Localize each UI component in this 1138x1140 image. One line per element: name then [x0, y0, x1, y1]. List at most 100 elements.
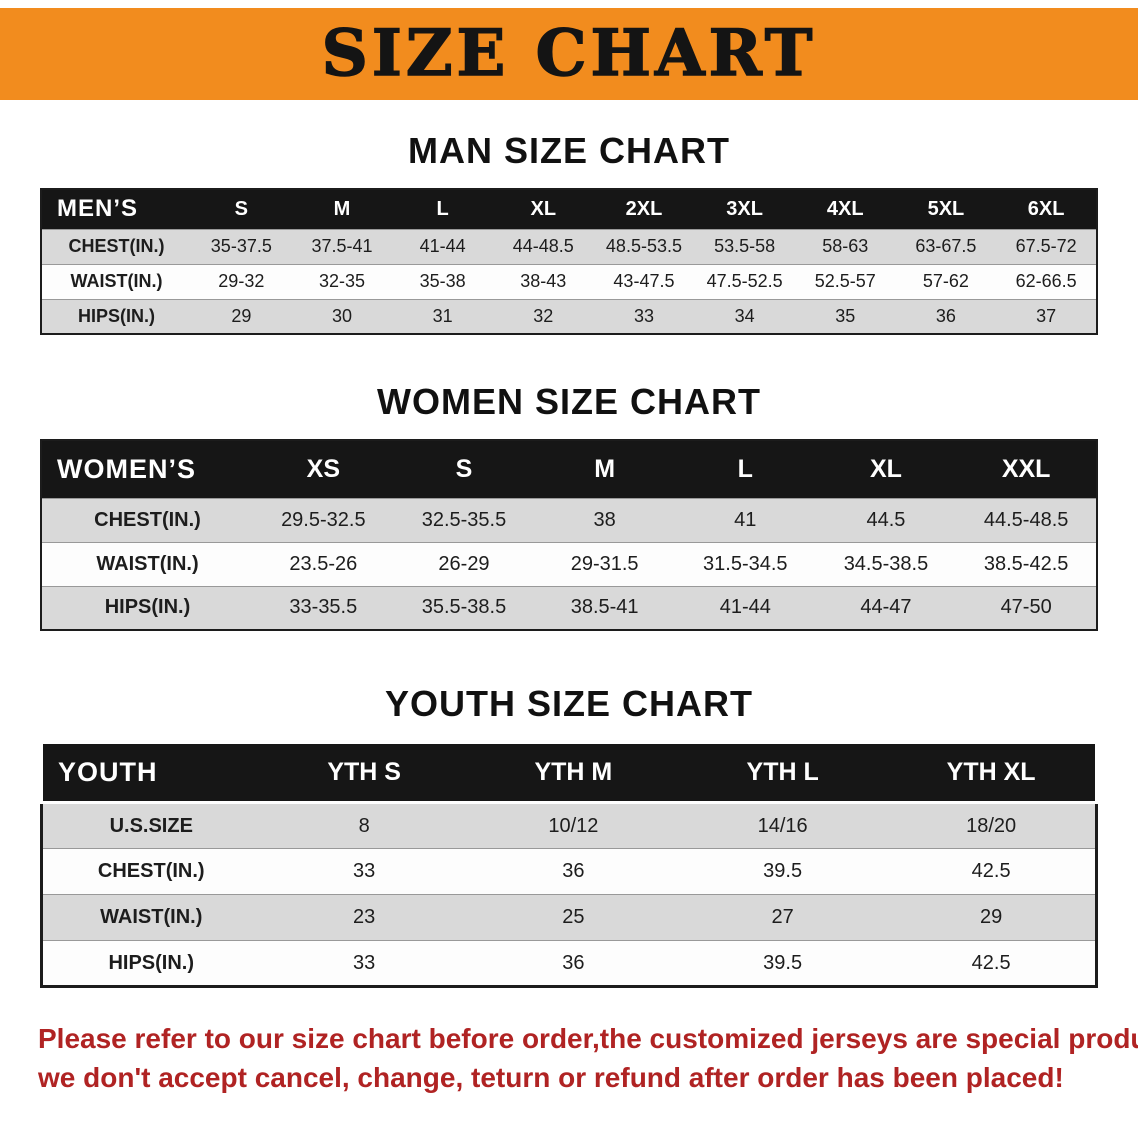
measurement-row-label: WAIST(IN.) [41, 263, 191, 299]
size-value: 29 [191, 298, 292, 334]
men-size-chart-section: MAN SIZE CHART MEN’S S M L XL 2XL 3XL 4XL 5XL 6XL… [0, 130, 1138, 335]
size-value: 38 [534, 497, 675, 542]
measurement-row-label: CHEST(IN.) [41, 228, 191, 264]
size-value: 44.5 [815, 497, 957, 542]
measurement-row-label: CHEST(IN.) [41, 848, 260, 895]
size-column-header: 6XL [996, 189, 1097, 229]
size-column-header: YTH L [678, 741, 888, 804]
measurement-row: CHEST(IN.) 35-37.5 37.5-41 41-44 44-48.5 48.5… [41, 228, 1097, 264]
size-value: 33-35.5 [253, 585, 394, 630]
table-corner-label: WOMEN’S [41, 440, 253, 498]
size-value: 53.5-58 [694, 228, 795, 264]
size-value: 33 [259, 848, 469, 895]
size-table: YOUTH YTH S YTH M YTH L YTH XL U.S.SIZE 8 10/12… [40, 741, 1099, 988]
size-value: 30 [291, 298, 393, 334]
size-value: 39.5 [678, 940, 888, 987]
order-notice: Please refer to our size chart before or… [38, 1020, 1138, 1097]
size-value: 26-29 [393, 541, 535, 586]
measurement-row-label: HIPS(IN.) [41, 585, 253, 630]
size-value: 32-35 [291, 263, 393, 299]
size-table: WOMEN’S XS S M L XL XXL CHEST(IN.) 29.5-32.5 32.5… [40, 439, 1098, 631]
table-corner-label: YOUTH [40, 741, 260, 804]
size-column-header: YTH XL [887, 741, 1099, 804]
size-value: 44-48.5 [492, 228, 594, 264]
size-value: 27 [678, 894, 888, 941]
size-column-header: YTH S [259, 741, 469, 804]
size-column-header: M [534, 440, 675, 498]
size-value: 38.5-42.5 [956, 541, 1097, 586]
size-column-header: 5XL [895, 189, 997, 229]
men-section-heading: MAN SIZE CHART [408, 130, 730, 171]
measurement-row: CHEST(IN.) 29.5-32.5 32.5-35.5 38 41 44.5 44.5… [41, 497, 1097, 542]
size-value: 29-31.5 [534, 541, 675, 586]
youth-size-table-container: YOUTH YTH S YTH M YTH L YTH XL U.S.SIZE 8 10/12… [40, 741, 1099, 988]
size-column-header: XL [492, 189, 594, 229]
size-header-row: MEN’S S M L XL 2XL 3XL 4XL 5XL 6XL [41, 189, 1097, 229]
size-value: 33 [259, 940, 469, 987]
size-value: 36 [895, 298, 997, 334]
size-value: 52.5-57 [794, 263, 896, 299]
order-notice-line-1: Please refer to our size chart before or… [38, 1023, 1138, 1054]
size-value: 35-38 [392, 263, 493, 299]
measurement-row: WAIST(IN.) 23.5-26 26-29 29-31.5 31.5-34.5 34… [41, 541, 1097, 586]
women-section-heading: WOMEN SIZE CHART [377, 381, 761, 422]
size-value: 23 [259, 894, 469, 941]
size-header-row: YOUTH YTH S YTH M YTH L YTH XL [40, 741, 1099, 804]
size-column-header: XXL [956, 440, 1097, 498]
measurement-row: CHEST(IN.) 33 36 39.5 42.5 [41, 848, 1097, 895]
size-value: 41-44 [674, 585, 816, 630]
size-column-header: S [191, 189, 292, 229]
measurement-row-label: HIPS(IN.) [41, 298, 191, 334]
size-value: 34 [694, 298, 795, 334]
size-value: 44.5-48.5 [956, 497, 1097, 542]
size-value: 43-47.5 [593, 263, 695, 299]
size-value: 35.5-38.5 [393, 585, 535, 630]
size-value: 10/12 [468, 802, 678, 849]
size-column-header: L [392, 189, 493, 229]
size-table: MEN’S S M L XL 2XL 3XL 4XL 5XL 6XL CHEST(IN.) 35-37… [40, 188, 1098, 335]
order-notice-line-2: we don't accept cancel, change, teturn o… [38, 1061, 1064, 1093]
youth-section-heading: YOUTH SIZE CHART [384, 683, 753, 724]
size-value: 32.5-35.5 [393, 497, 535, 542]
size-value: 44-47 [815, 585, 957, 630]
measurement-row-label: WAIST(IN.) [41, 894, 260, 941]
size-value: 58-63 [794, 228, 896, 264]
size-value: 32 [492, 298, 594, 334]
size-value: 29.5-32.5 [253, 497, 394, 542]
size-column-header: XS [253, 440, 394, 498]
size-column-header: 2XL [593, 189, 695, 229]
size-value: 39.5 [678, 848, 888, 895]
women-size-table-container: WOMEN’S XS S M L XL XXL CHEST(IN.) 29.5-32.5 32.5… [40, 439, 1098, 631]
size-value: 18/20 [887, 802, 1097, 849]
measurement-row: WAIST(IN.) 29-32 32-35 35-38 38-43 43-47.5 47.… [41, 263, 1097, 299]
size-value: 67.5-72 [996, 228, 1097, 264]
size-value: 62-66.5 [996, 263, 1097, 299]
measurement-row: HIPS(IN.) 29 30 31 32 33 34 35 36 37 [41, 298, 1097, 334]
size-value: 14/16 [678, 802, 888, 849]
size-column-header: S [393, 440, 535, 498]
size-column-header: M [291, 189, 393, 229]
size-value: 8 [259, 802, 469, 849]
size-column-header: XL [815, 440, 957, 498]
size-value: 25 [468, 894, 678, 941]
size-value: 35-37.5 [191, 228, 292, 264]
size-value: 47.5-52.5 [694, 263, 795, 299]
size-value: 42.5 [887, 940, 1097, 987]
size-value: 35 [794, 298, 896, 334]
size-value: 34.5-38.5 [815, 541, 957, 586]
size-value: 29-32 [191, 263, 292, 299]
measurement-row-label: WAIST(IN.) [41, 541, 253, 586]
size-value: 23.5-26 [253, 541, 394, 586]
women-size-chart-section: WOMEN SIZE CHART WOMEN’S XS S M L XL XXL CHEST(… [0, 381, 1138, 631]
size-column-header: YTH M [468, 741, 678, 804]
size-value: 41 [674, 497, 816, 542]
size-column-header: 4XL [794, 189, 896, 229]
size-chart-banner: SIZE CHART [0, 8, 1138, 100]
size-value: 31.5-34.5 [674, 541, 816, 586]
size-header-row: WOMEN’S XS S M L XL XXL [41, 440, 1097, 498]
measurement-row-label: U.S.SIZE [41, 802, 260, 849]
size-value: 33 [593, 298, 695, 334]
measurement-row: HIPS(IN.) 33-35.5 35.5-38.5 38.5-41 41-44 44-… [41, 585, 1097, 630]
size-column-header: L [674, 440, 816, 498]
size-column-header: 3XL [694, 189, 795, 229]
